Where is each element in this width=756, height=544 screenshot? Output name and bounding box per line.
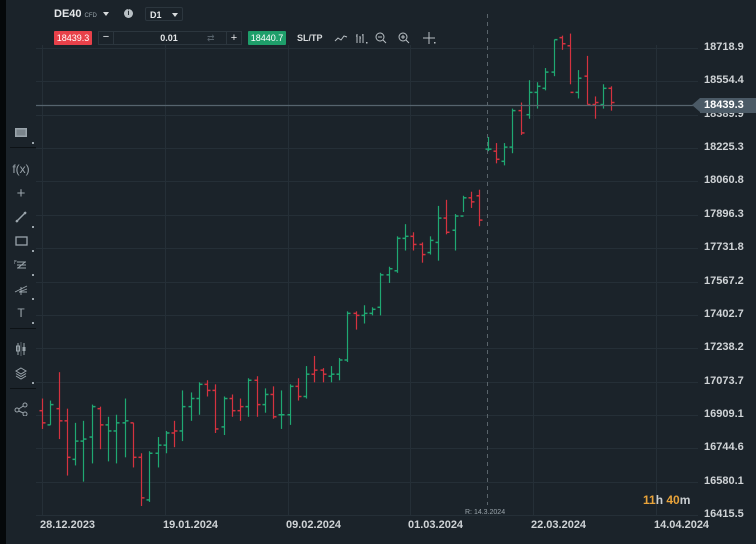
quantity-input[interactable]: 0.01 (160, 33, 178, 43)
indicators-glyph: f(x) (12, 162, 30, 176)
indicators-icon[interactable]: f(x) (10, 160, 32, 178)
svg-text:F: F (14, 260, 17, 266)
toolbar-divider (10, 388, 36, 389)
bar-type-icon[interactable] (354, 31, 368, 45)
date-tick-label: 28.12.2023 (40, 519, 96, 531)
price-tick-label: 17896.3 (704, 208, 744, 220)
trendline-icon[interactable] (10, 208, 34, 228)
sltp-button[interactable]: SL/TP (297, 33, 323, 43)
zoom-out-icon[interactable] (374, 31, 388, 45)
share-icon[interactable] (10, 400, 32, 418)
decrease-button[interactable]: − (99, 32, 114, 44)
price-tick-label: 17567.2 (704, 275, 744, 287)
symbol-name: DE40 (54, 8, 82, 20)
layers-icon[interactable] (10, 364, 34, 384)
current-price-label: 18439.3 (692, 98, 756, 113)
date-tick-label: 01.03.2024 (408, 519, 464, 531)
price-tick-label: 18225.3 (704, 141, 744, 153)
price-tick-label: 16909.1 (704, 408, 744, 420)
price-tick-label: 17238.2 (704, 341, 744, 353)
line-chart-icon[interactable] (334, 31, 348, 45)
bar-style-icon[interactable] (10, 340, 32, 358)
sell-button[interactable]: 18439.3 (54, 31, 92, 45)
candle-countdown: 11h 40m (643, 493, 691, 507)
marker-date-label: R: 14.3.2024 (465, 509, 506, 516)
fibonacci-icon[interactable]: F (10, 256, 34, 276)
toolbar-divider (10, 328, 36, 329)
date-tick-label: 19.01.2024 (163, 519, 219, 531)
price-tick-label: 18554.4 (704, 74, 744, 86)
crosshair-move-icon[interactable] (422, 31, 436, 45)
price-tick-label: 18060.8 (704, 174, 744, 186)
price-tick-label: 18718.9 (704, 41, 744, 53)
timeframe-value: D1 (150, 10, 162, 20)
price-tick-label: 17073.7 (704, 375, 744, 387)
quantity-stepper[interactable]: − 0.01 ⇄ + (98, 31, 242, 45)
crosshair-icon[interactable]: + (10, 184, 32, 202)
increase-button[interactable]: + (226, 32, 241, 44)
left-edge (0, 0, 6, 544)
date-tick-label: 14.04.2024 (654, 519, 710, 531)
chart-window-icon[interactable] (10, 124, 34, 144)
rectangle-icon[interactable] (10, 232, 34, 252)
timeframe-select[interactable]: D1 (145, 7, 183, 21)
price-tick-label: 16415.5 (704, 508, 744, 520)
info-icon[interactable]: i (124, 9, 133, 18)
toolbar-divider (10, 147, 36, 148)
date-tick-label: 22.03.2024 (531, 519, 587, 531)
price-tick-label: 17731.8 (704, 241, 744, 253)
chevron-down-icon (103, 12, 109, 17)
symbol-selector[interactable]: DE40 CFD (54, 8, 109, 20)
date-tick-label: 09.02.2024 (286, 519, 342, 531)
chevron-down-icon (172, 13, 178, 17)
swap-icon[interactable]: ⇄ (207, 33, 215, 43)
symbol-type: CFD (84, 13, 97, 19)
crosshair-glyph: + (16, 184, 26, 202)
price-tick-label: 16744.6 (704, 441, 744, 453)
pitchfork-icon[interactable] (10, 280, 34, 300)
price-tick-label: 17402.7 (704, 308, 744, 320)
buy-button[interactable]: 18440.7 (248, 31, 286, 45)
text-icon[interactable]: T (10, 304, 34, 324)
zoom-in-icon[interactable] (397, 31, 411, 45)
text-glyph: T (17, 306, 25, 320)
price-tick-label: 16580.1 (704, 475, 744, 487)
